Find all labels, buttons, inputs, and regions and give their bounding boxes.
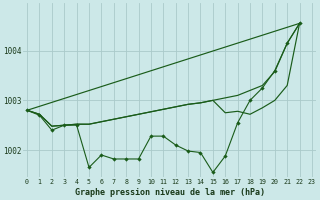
X-axis label: Graphe pression niveau de la mer (hPa): Graphe pression niveau de la mer (hPa): [75, 188, 265, 197]
